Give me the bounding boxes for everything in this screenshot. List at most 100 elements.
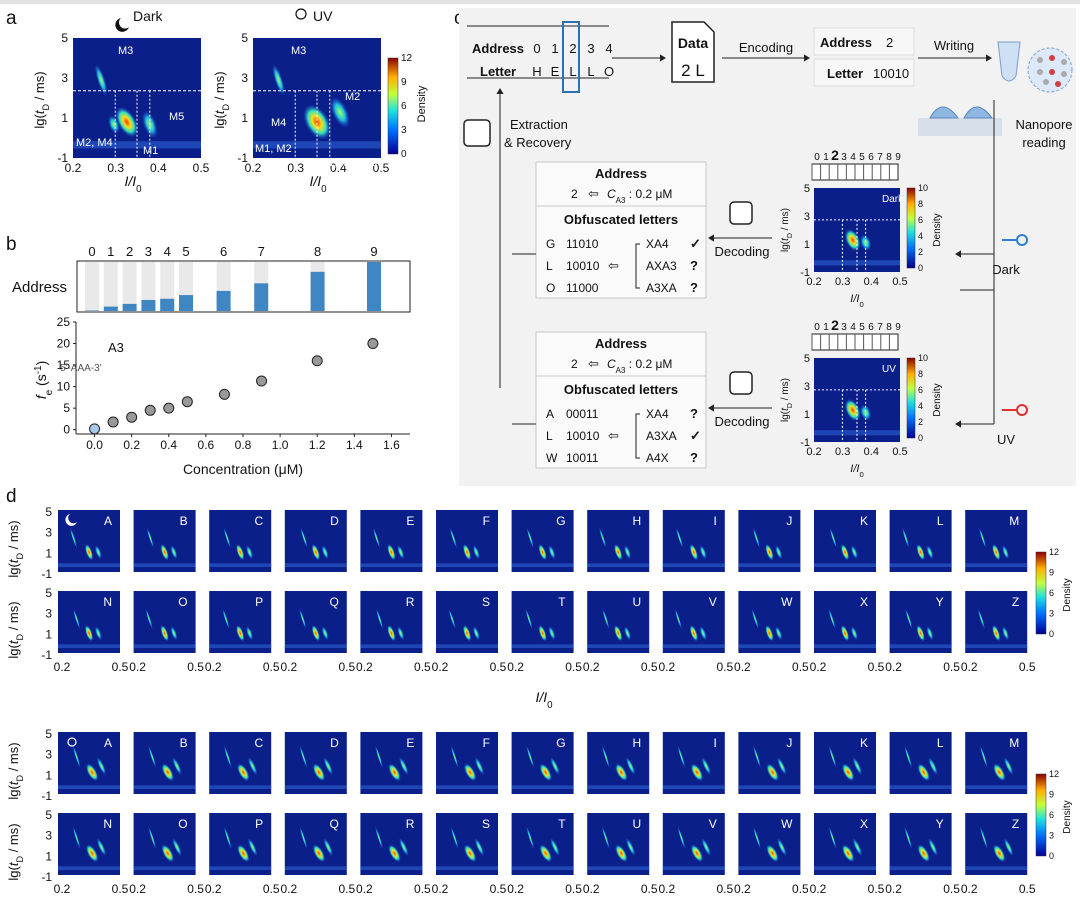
data-point: [107, 416, 119, 428]
grid-density-plot: [436, 813, 498, 875]
density-blob: [236, 624, 245, 642]
density-blob: [840, 543, 850, 561]
density-blob: [701, 838, 711, 857]
density-blob: [828, 826, 837, 850]
data-point: [144, 404, 156, 416]
density-blob: [614, 543, 623, 561]
density-blob: [840, 624, 850, 642]
peak-annotation: M1, M4, M5: [319, 157, 377, 169]
data-point: [89, 423, 101, 435]
density-blob: [321, 626, 329, 641]
strip-digit: 1: [823, 152, 829, 163]
x-axis-label: I/I0: [535, 689, 553, 711]
grid-y-tick: 1: [45, 546, 52, 560]
density-blob: [699, 626, 707, 641]
decoding-label: Decoding: [715, 414, 770, 429]
x-tick: 1.2: [309, 438, 326, 452]
letters-title: Obfuscated letters: [564, 382, 678, 397]
y-axis-label: lg(tD / ms): [212, 71, 231, 128]
density-blob: [690, 763, 704, 782]
highlight-box: [562, 21, 580, 93]
writing-label: Writing: [934, 38, 974, 53]
baseline-band: [738, 644, 801, 649]
strip-digit: 3: [841, 152, 847, 163]
grid-colorbar: 0 3 6 9 12: [1035, 547, 1059, 639]
plot-background: [814, 732, 876, 794]
strip-digit: 6: [868, 322, 874, 333]
grid-y-tick: 5: [45, 505, 52, 519]
address-bar: [160, 298, 175, 311]
density-blob: [388, 763, 401, 782]
colorbar-tick: 6: [918, 385, 923, 395]
grid-x-tick: 0.2: [658, 660, 675, 674]
left-arrow-glyph: ⇦: [608, 258, 619, 273]
density-blob: [450, 826, 459, 850]
plot-background: [436, 732, 498, 794]
address-bar: [141, 299, 156, 311]
data-point: [181, 396, 193, 408]
colorbar-gradient: [906, 187, 916, 269]
y-axis-label: lg(tD / ms): [780, 378, 794, 422]
peak-annotation: M3: [118, 45, 133, 57]
arrow-head: [496, 88, 504, 94]
encoding-label: Encoding: [739, 40, 793, 55]
top-strip: [0, 0, 1080, 4]
plot-background: [133, 591, 196, 653]
density-blob: [766, 763, 779, 782]
density-blob: [474, 838, 485, 857]
data-point: [311, 355, 323, 367]
grid-x-tick: 0.5: [263, 660, 280, 674]
grid-x-tick: 0.5: [716, 882, 733, 896]
density-blob: [72, 608, 81, 630]
concentration-label: CA3 : 0.2 μM: [607, 357, 672, 375]
mini-x-tick: 0.3: [835, 276, 850, 288]
grid-x-tick: 0.5: [641, 882, 658, 896]
density-blob: [146, 527, 154, 549]
grid-density-plot: [133, 591, 196, 653]
grid-x-tick: 0.2: [885, 882, 902, 896]
y-tick: 5: [241, 31, 248, 45]
data-document: [671, 21, 715, 83]
baseline-band: [133, 866, 196, 871]
plot-background: [511, 510, 574, 572]
mini-x-tick: 0.2: [806, 446, 821, 458]
strip-digit: 2: [831, 317, 839, 333]
x-tick: 0.5: [373, 161, 390, 175]
candidate-mark: ?: [690, 450, 698, 465]
strip-digit: 0: [814, 322, 820, 333]
density-blob: [765, 543, 774, 561]
baseline-band: [284, 785, 347, 790]
grid-letter-label: P: [255, 595, 263, 609]
colorbar-tick: 9: [401, 77, 407, 88]
grid-density-plot: [662, 732, 725, 794]
density-blob: [272, 63, 285, 97]
mini-y-tick: 5: [804, 353, 810, 365]
density-blob: [828, 608, 836, 630]
grid-x-tick: 0.2: [961, 660, 978, 674]
plot-background: [662, 591, 725, 653]
x-tick: 1.0: [272, 438, 289, 452]
data-point: [256, 375, 268, 387]
baseline-band: [284, 563, 347, 568]
y-tick: -1: [237, 151, 248, 165]
colorbar-tick: 0: [918, 433, 923, 443]
plot-background: [511, 591, 574, 653]
arrow-head: [986, 54, 992, 62]
colorbar-tick: 12: [1049, 769, 1059, 779]
baseline-band: [58, 785, 120, 790]
grid-density-plot: [889, 813, 952, 875]
address-box: [535, 161, 707, 207]
grid-x-tick: 0.2: [205, 660, 222, 674]
candidate-sequence: XA4: [646, 237, 669, 251]
y-axis-label: lg(tD / ms): [780, 208, 794, 252]
plot-background: [738, 510, 801, 572]
mini-colorbar: 0 2 4 6 8 10: [906, 183, 928, 273]
colorbar-tick: 8: [918, 369, 923, 379]
candidate-mark: ✓: [690, 428, 701, 443]
grid-x-tick: 0.5: [414, 660, 431, 674]
mini-y-tick: -1: [800, 437, 810, 449]
plot-background: [587, 732, 650, 794]
mini-y-tick: 1: [804, 409, 810, 421]
strip-digit: 4: [850, 322, 856, 333]
plot-background: [965, 510, 1028, 572]
